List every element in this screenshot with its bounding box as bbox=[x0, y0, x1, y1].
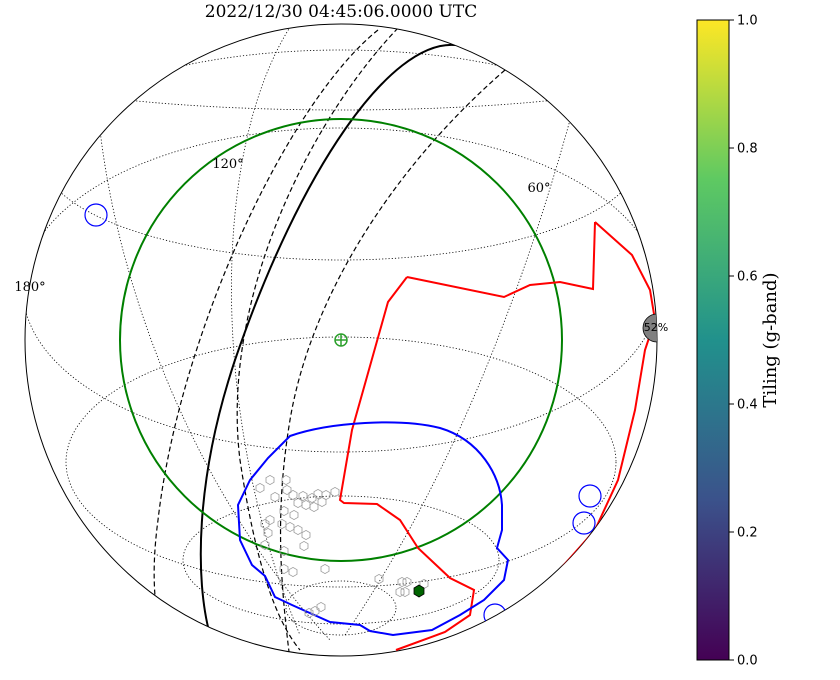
tile-hexagon bbox=[301, 499, 311, 511]
tile-hexagon bbox=[304, 607, 314, 619]
tile-hexagon bbox=[279, 563, 289, 575]
tile-hexagon bbox=[288, 566, 298, 578]
tile-hexagon bbox=[289, 509, 299, 521]
tile-hexagon bbox=[317, 496, 327, 508]
colorbar-tick-label: 0.2 bbox=[737, 526, 758, 541]
tile-hexagon bbox=[255, 482, 265, 494]
tile-group bbox=[255, 474, 429, 619]
tile-hexagon bbox=[282, 484, 292, 496]
localization-contour bbox=[236, 421, 510, 637]
tile-hexagon bbox=[313, 488, 323, 500]
tile-hexagon bbox=[279, 505, 289, 517]
graticule-lon-3 bbox=[99, 129, 331, 641]
tile-hexagon bbox=[260, 539, 270, 551]
center-marker bbox=[334, 333, 348, 347]
tile-hexagon bbox=[402, 576, 412, 588]
field-circle bbox=[119, 118, 563, 562]
tile-hexagon bbox=[265, 514, 275, 526]
graticule-label-120: 120° bbox=[212, 157, 243, 172]
graticule-lon-1 bbox=[231, 24, 301, 636]
planet-marker bbox=[572, 511, 596, 535]
tile-hexagon bbox=[316, 601, 326, 613]
tile-hexagon bbox=[288, 489, 298, 501]
horizon-limit bbox=[338, 221, 657, 651]
graticule-lon-2 bbox=[344, 119, 571, 636]
graticule-label-60: 60° bbox=[527, 181, 550, 196]
galactic-plane bbox=[199, 43, 456, 636]
planet-marker bbox=[578, 484, 602, 508]
tile-hexagon bbox=[374, 573, 384, 585]
tile-hexagon bbox=[307, 492, 317, 504]
longitude-graticule bbox=[99, 24, 571, 641]
colorbar-tick-label: 1.0 bbox=[737, 14, 758, 29]
tile-hexagon bbox=[395, 586, 405, 598]
colorbar-tick-label: 0.0 bbox=[737, 654, 758, 669]
tile-hexagon bbox=[293, 524, 303, 536]
ecliptic-band-right bbox=[279, 69, 506, 656]
tile-hexagon bbox=[298, 490, 308, 502]
ecliptic-band-upper bbox=[236, 27, 399, 651]
tile-hexagon bbox=[270, 491, 280, 503]
tile-hexagon bbox=[330, 486, 340, 498]
graticule-label-180: 180° bbox=[14, 280, 45, 295]
tile-hexagon bbox=[277, 518, 287, 530]
colorbar-ticks: 0.0 0.2 0.4 0.6 0.8 1.0 bbox=[729, 14, 758, 669]
colorbar-tick-label: 0.4 bbox=[737, 398, 758, 413]
moon-marker bbox=[642, 313, 657, 343]
colorbar bbox=[696, 19, 730, 661]
tile-hexagon bbox=[310, 605, 320, 617]
moon-illumination-label: 52% bbox=[644, 321, 668, 334]
tile-hexagon bbox=[263, 527, 273, 539]
chart-title: 2022/12/30 04:45:06.0000 UTC bbox=[205, 2, 477, 22]
colorbar-tick-label: 0.6 bbox=[737, 270, 758, 285]
graticule-lat-5 bbox=[182, 495, 500, 625]
tile-hexagon bbox=[279, 545, 289, 557]
tile-hexagon bbox=[397, 576, 407, 588]
tile-hexagon bbox=[293, 497, 303, 509]
tile-hexagon bbox=[265, 474, 275, 486]
tile-hexagon bbox=[299, 540, 309, 552]
graticule-lat-4 bbox=[65, 336, 617, 588]
colorbar-label: Tiling (g-band) bbox=[760, 272, 781, 407]
tile-hexagon bbox=[400, 586, 410, 598]
tile-hexagon bbox=[320, 563, 330, 575]
tile-hexagon bbox=[260, 518, 270, 530]
planet-marker bbox=[84, 203, 108, 227]
tile-hexagon bbox=[285, 521, 295, 533]
graticule-lat-1 bbox=[25, 24, 657, 111]
tile-hexagon bbox=[281, 474, 291, 486]
tile-hexagon bbox=[301, 529, 311, 541]
colorbar-tick-label: 0.8 bbox=[737, 142, 758, 157]
active-tile bbox=[413, 584, 425, 598]
graticule-lat-6 bbox=[285, 580, 397, 636]
